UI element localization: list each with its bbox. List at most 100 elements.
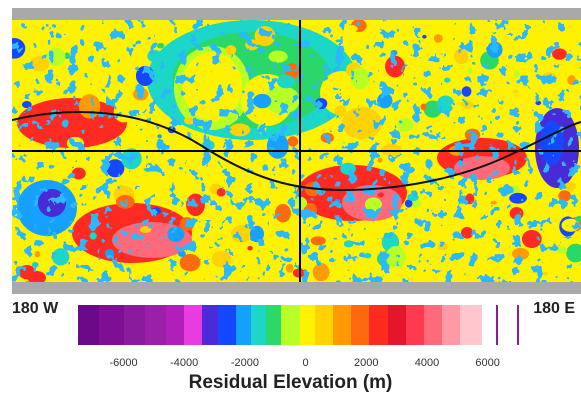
colorbar-band [460, 305, 483, 345]
terrain-patch [71, 167, 86, 180]
terrain-patch [133, 87, 149, 101]
terrain-patch [179, 253, 201, 272]
terrain-patch [253, 93, 272, 109]
terrain-patch [552, 48, 567, 60]
terrain-patch [141, 128, 160, 150]
residual-elevation-map [12, 8, 581, 294]
terrain-patch [433, 34, 443, 43]
terrain-patch [186, 193, 205, 217]
terrain-patch [509, 206, 524, 220]
terrain-patch [436, 95, 455, 113]
terrain-patch [257, 123, 267, 134]
colorbar-band [99, 305, 124, 345]
colorbar-band [314, 305, 334, 345]
terrain-patch [47, 47, 66, 67]
terrain-patch [460, 100, 474, 109]
terrain-patch [230, 224, 253, 243]
terrain-patch [390, 49, 398, 56]
terrain-patch [151, 207, 162, 215]
colorbar-tick-label: 2000 [354, 357, 379, 369]
terrain-patch [63, 52, 71, 60]
colorbar-band [123, 305, 146, 345]
terrain-patch [420, 103, 427, 111]
terrain-patch [347, 25, 358, 33]
colorbar-band [235, 305, 252, 345]
terrain-patch [115, 195, 135, 209]
terrain-patch [250, 236, 257, 242]
colorbar-tick-label: 0 [302, 357, 309, 369]
colorbar-tick-label: -6000 [109, 357, 138, 369]
terrain-patch [454, 48, 469, 65]
colorbar-marker [517, 305, 519, 345]
terrain-patch [385, 246, 407, 268]
terrain-patch [294, 204, 299, 209]
terrain-patch [509, 192, 527, 204]
colorbar-band [369, 305, 388, 345]
terrain-patch [78, 94, 101, 119]
terrain-patch [459, 158, 464, 161]
colorbar-tick-label: 4000 [414, 357, 440, 369]
terrain-patch [89, 232, 97, 240]
terrain-patch [18, 264, 36, 280]
colorbar-band [166, 305, 185, 345]
terrain-patch [465, 193, 475, 205]
terrain-patch [521, 229, 542, 249]
terrain-patch [443, 77, 451, 83]
terrain-patch [513, 70, 520, 78]
terrain-patch [464, 128, 481, 141]
terrain-patch [543, 271, 548, 276]
terrain-patch [104, 248, 115, 259]
terrain-patch [402, 261, 419, 275]
terrain-patch [303, 202, 318, 217]
basin-region [540, 121, 564, 165]
colorbar-band [299, 305, 316, 345]
terrain-patch [250, 238, 270, 256]
terrain-patch [157, 134, 162, 139]
terrain-patch [407, 193, 419, 202]
terrain-patch [490, 200, 497, 205]
terrain-patch [377, 192, 384, 198]
terrain-patch [277, 74, 295, 89]
east-longitude-label: 180 E [533, 300, 575, 317]
colorbar-band [442, 305, 461, 345]
colorbar-band [351, 305, 370, 345]
terrain-patch [290, 196, 308, 210]
terrain-patch [210, 116, 219, 122]
dichotomy-boundary-line [12, 111, 581, 192]
terrain-patch [334, 198, 341, 203]
basin-region [38, 189, 66, 217]
terrain-patch [121, 148, 142, 170]
colorbar-tick-label: -4000 [170, 357, 199, 369]
terrain-patch [535, 100, 542, 106]
terrain-patch [51, 248, 70, 266]
terrain-patch [497, 187, 507, 193]
terrain-patch [247, 245, 253, 251]
terrain-patch [266, 133, 289, 159]
colorbar-band [281, 305, 300, 345]
terrain-patch [343, 240, 354, 248]
terrain-patch [157, 51, 176, 64]
terrain-patch [564, 182, 577, 191]
colorbar-band [405, 305, 425, 345]
north-polar-gap [12, 8, 581, 20]
colorbar-band [184, 305, 203, 345]
terrain-patch [350, 67, 370, 90]
terrain-patch [460, 227, 474, 239]
colorbar-title: Residual Elevation (m) [188, 372, 393, 393]
terrain-patch [179, 217, 195, 231]
terrain-patch [404, 199, 413, 208]
terrain-patch [422, 34, 427, 39]
terrain-patch [135, 65, 155, 86]
terrain-patch [364, 252, 372, 259]
terrain-patch [12, 38, 26, 59]
terrain-patch [461, 86, 472, 97]
terrain-patch [487, 41, 503, 58]
terrain-patch [31, 261, 39, 268]
terrain-patch [177, 250, 186, 257]
terrain-patch [514, 109, 519, 113]
terrain-patch [556, 246, 568, 254]
terrain-patch [229, 123, 251, 137]
terrain-patch [513, 89, 519, 94]
colorbar-tick-label: 6000 [475, 357, 500, 369]
terrain-patch [225, 45, 237, 56]
